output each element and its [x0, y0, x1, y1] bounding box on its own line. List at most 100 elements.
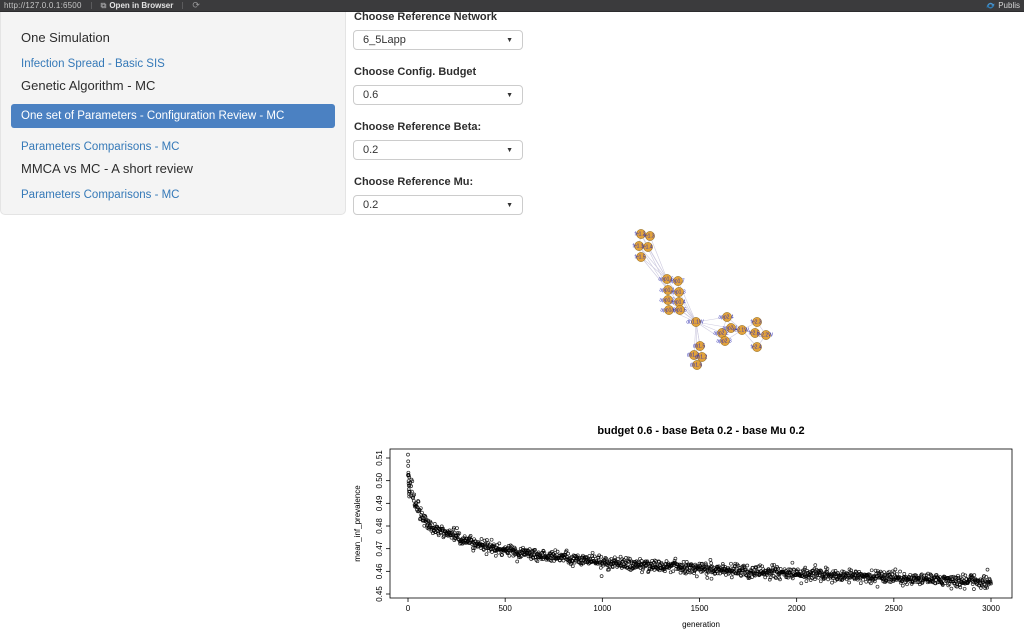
network-edge: [693, 321, 697, 356]
scatter-point: [483, 542, 488, 547]
sidebar-section-header: Genetic Algorithm - MC: [21, 78, 156, 93]
network-node-label: fe2.5: [748, 331, 759, 337]
scatter-point: [411, 498, 416, 503]
scatter-point: [803, 565, 808, 570]
scatter-point: [839, 573, 844, 578]
scatter-point: [893, 567, 898, 572]
network-node: [695, 341, 705, 351]
open-in-browser-button[interactable]: ⧉ Open in Browser: [101, 1, 174, 10]
network-node-label: app1.4: [670, 300, 686, 306]
network-node-label: app2.3: [716, 339, 732, 345]
scatter-point: [839, 578, 844, 582]
scatter-point: [729, 575, 734, 580]
scatter-point: [733, 561, 738, 566]
select-input[interactable]: 0.2 ▼: [353, 140, 523, 160]
scatter-point: [664, 559, 669, 563]
scatter-point: [500, 552, 504, 557]
scatter-point: [875, 584, 880, 589]
scatter-point: [592, 554, 597, 559]
scatter-point: [818, 579, 823, 584]
scatter-point: [484, 546, 488, 550]
scatter-point: [922, 573, 927, 578]
scatter-point: [550, 555, 555, 560]
scatter-point: [985, 567, 990, 572]
network-node-label: app1.5: [671, 308, 687, 314]
network-node-label: fe2.3: [750, 320, 761, 326]
publish-icon[interactable]: [986, 1, 995, 10]
scatter-point: [616, 557, 620, 561]
scatter-point: [825, 566, 830, 571]
scatter-point: [708, 558, 713, 562]
scatter-point: [826, 577, 830, 582]
y-tick-label: 0.47: [375, 540, 384, 556]
network-node-label: db1.2: [695, 355, 708, 361]
scatter-point: [563, 553, 567, 558]
select-input[interactable]: 6_5Lapp ▼: [353, 30, 523, 50]
scatter-point: [804, 579, 809, 583]
scatter-point: [841, 569, 846, 574]
sidebar-item-link[interactable]: One set of Parameters - Configuration Re…: [11, 104, 335, 128]
y-tick-label: 0.50: [375, 472, 384, 488]
scatter-point: [940, 583, 945, 587]
scatter-point: [709, 576, 714, 581]
scatter-point: [680, 563, 684, 568]
scatter-point: [415, 505, 420, 510]
network-node-label: app1.6: [658, 277, 674, 283]
scatter-point: [792, 568, 797, 572]
plot-box: [389, 448, 1013, 599]
scatter-point: [430, 525, 435, 530]
sidebar-item-link[interactable]: Infection Spread - Basic SIS: [21, 58, 165, 70]
select-input[interactable]: 0.6 ▼: [353, 85, 523, 105]
network-node-label: app1.1: [659, 288, 675, 294]
scatter-point: [598, 565, 603, 570]
scatter-point: [958, 585, 963, 590]
scatter-point: [455, 526, 459, 530]
scatter-point: [985, 585, 989, 590]
scatter-point: [406, 459, 411, 464]
scatter-point: [970, 582, 975, 586]
scatter-point: [598, 561, 602, 566]
publish-label[interactable]: Publis: [998, 1, 1020, 10]
sidebar-item-link[interactable]: Parameters Comparisons - MC: [21, 189, 180, 201]
scatter-point: [692, 568, 697, 573]
scatter-point: [795, 567, 800, 572]
scatter-point: [468, 534, 473, 538]
scatter-point: [570, 564, 575, 569]
network-node: [663, 285, 673, 295]
scatter-point: [420, 510, 424, 515]
scatter-plot: budget 0.6 - base Beta 0.2 - base Mu 0.2…: [346, 418, 1024, 643]
scatter-point: [767, 577, 772, 582]
network-node: [636, 252, 646, 262]
scatter-point: [988, 579, 993, 584]
scatter-point: [885, 573, 890, 577]
plot-title: budget 0.6 - base Beta 0.2 - base Mu 0.2: [597, 425, 804, 437]
network-node-label: db1.1W: [686, 320, 704, 326]
select-value: 0.6: [363, 89, 379, 101]
scatter-point: [659, 562, 664, 566]
network-node-label: fe1.4: [641, 245, 652, 251]
x-tick-label: 3000: [982, 604, 1000, 613]
network-edge: [647, 246, 668, 280]
scatter-point: [521, 545, 525, 550]
scatter-point: [492, 542, 496, 547]
scatter-point: [905, 582, 909, 587]
scatter-point: [618, 554, 623, 559]
scatter-point: [802, 567, 807, 572]
x-tick-label: 1000: [593, 604, 611, 613]
network-edge: [695, 321, 726, 342]
open-in-browser-label: Open in Browser: [109, 1, 174, 10]
sidebar-item-link[interactable]: Parameters Comparisons - MC: [21, 141, 180, 153]
select-value: 0.2: [363, 144, 379, 156]
network-node: [691, 317, 701, 327]
scatter-point: [441, 526, 445, 531]
scatter-point: [457, 531, 462, 536]
scatter-point: [510, 548, 515, 552]
network-node-label: fe2.4: [750, 345, 761, 351]
scatter-point: [715, 571, 720, 576]
select-input[interactable]: 0.2 ▼: [353, 195, 523, 215]
network-node: [722, 312, 732, 322]
y-axis-label: mean_inf_prevalence: [353, 485, 362, 562]
refresh-icon[interactable]: ⟳: [192, 0, 200, 10]
network-graph: fe1.2 fe1.3 fe1.1 fe1.4 fe1.5 app1.6 app1.7 app…: [595, 215, 805, 390]
scatter-point: [507, 553, 512, 558]
